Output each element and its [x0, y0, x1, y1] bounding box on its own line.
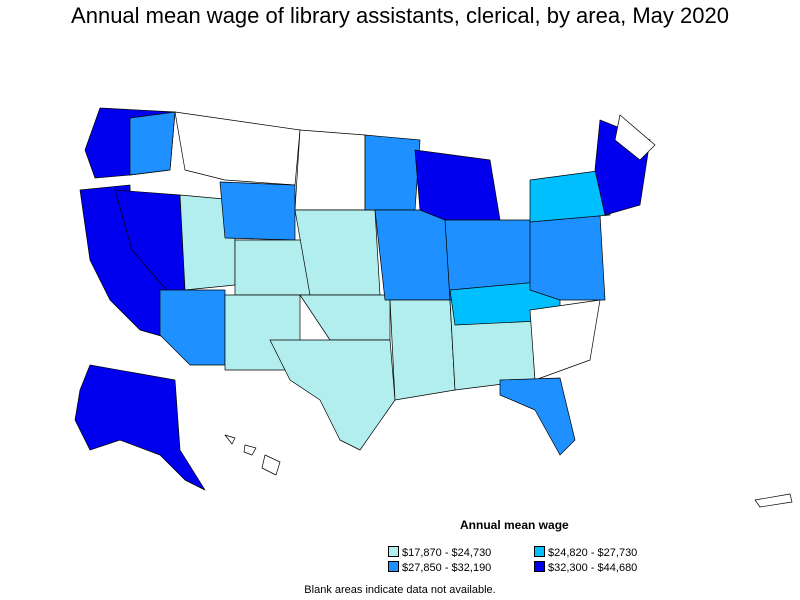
legend-label-1: $17,870 - $24,730	[402, 547, 492, 559]
legend-swatch-1	[388, 546, 399, 557]
region-nebraska-kansas	[294, 209, 381, 296]
legend-swatch-2	[534, 546, 545, 557]
map-title: Annual mean wage of library assistants, …	[71, 3, 729, 28]
region-carolinas-georgia	[529, 299, 601, 381]
region-arkansas-louisiana	[389, 299, 456, 401]
region-arizona	[159, 289, 226, 366]
legend-label-3: $27,850 - $32,190	[402, 562, 492, 574]
region-new-york-pa	[529, 169, 611, 223]
legend-swatch-3	[388, 561, 399, 572]
region-dakotas	[294, 129, 366, 211]
legend-title: Annual mean wage	[460, 518, 569, 532]
region-wisconsin-michigan	[414, 149, 501, 221]
legend-swatch-4	[534, 561, 545, 572]
region-florida	[499, 377, 576, 456]
legend-item-2: $24,820 - $27,730	[534, 546, 637, 559]
legend-item-4: $32,300 - $44,680	[534, 561, 637, 574]
legend-item-3: $27,850 - $32,190	[388, 561, 491, 574]
region-iowa-missouri	[374, 209, 451, 301]
region-oklahoma	[299, 294, 391, 341]
legend-label-2: $24,820 - $27,730	[548, 547, 638, 559]
region-idaho-east-oregon	[129, 111, 176, 176]
legend-item-1: $17,870 - $24,730	[388, 546, 491, 559]
region-colorado	[234, 239, 311, 296]
region-maine	[614, 114, 656, 161]
region-montana	[174, 111, 301, 186]
region-mid-atlantic	[529, 214, 606, 301]
region-wyoming	[219, 181, 296, 241]
blank-areas-note: Blank areas indicate data not available.	[304, 584, 496, 596]
region-minnesota	[364, 134, 421, 211]
region-hawaii	[224, 434, 281, 476]
region-alaska	[74, 364, 206, 491]
legend-label-4: $32,300 - $44,680	[548, 562, 638, 574]
region-puerto-rico	[754, 493, 793, 508]
region-texas	[269, 339, 396, 451]
